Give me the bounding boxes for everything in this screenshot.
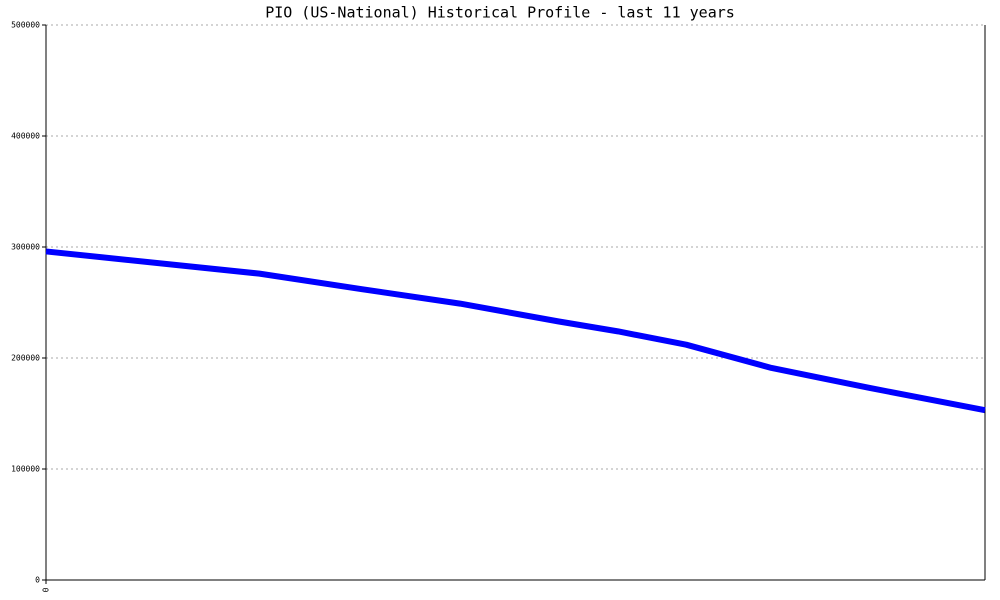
chart-title: PIO (US-National) Historical Profile - l… [265,4,735,22]
y-tick-label: 500000 [11,21,40,30]
y-tick-label: 100000 [11,465,40,474]
y-tick-label: 200000 [11,354,40,363]
y-tick-label: 400000 [11,132,40,141]
y-tick-label: 0 [35,576,40,585]
x-tick-label: 0 [42,587,51,592]
y-tick-label: 300000 [11,243,40,252]
line-series [45,248,986,414]
